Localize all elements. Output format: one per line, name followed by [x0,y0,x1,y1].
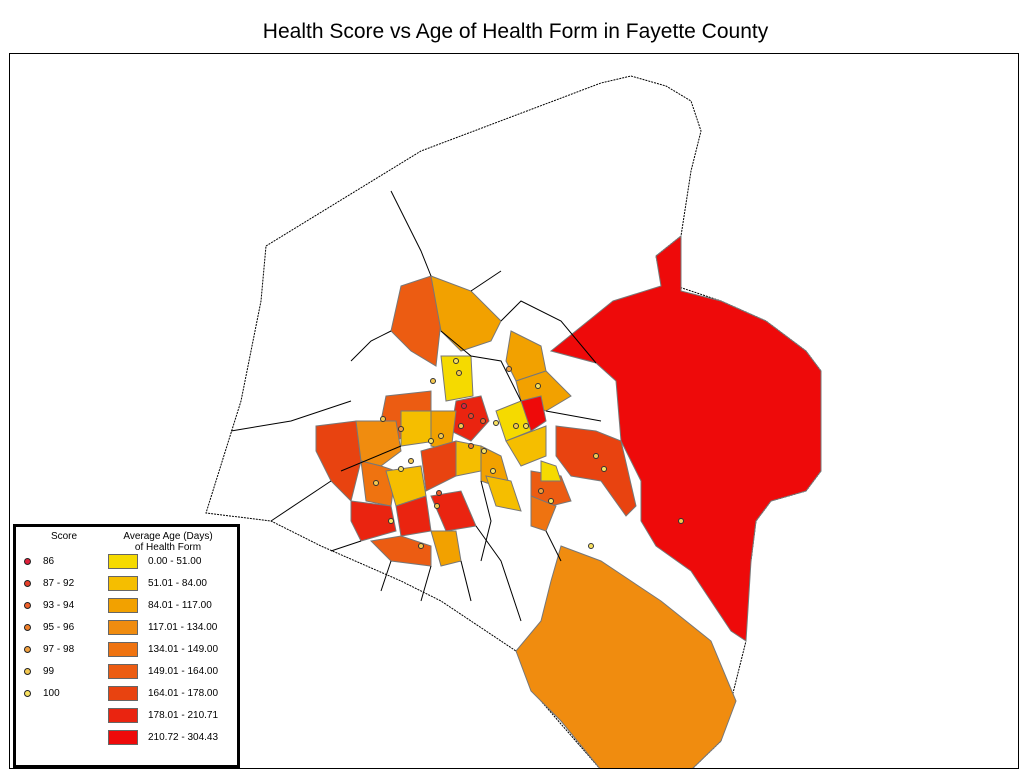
legend-age-item: 149.01 - 164.00 [108,663,218,679]
legend-age-label: 134.01 - 149.00 [148,643,219,655]
legend-age-header-line1: Average Age (Days) [123,531,213,542]
legend-score-item: 100 [22,686,60,700]
legend-age-item: 134.01 - 149.00 [108,641,218,657]
legend-age-item: 164.01 - 178.00 [108,685,218,701]
score-symbol-icon [22,688,33,698]
tract-sw-5 [430,530,462,567]
legend-score-label: 93 - 94 [43,599,75,611]
legend-score-label: 95 - 96 [43,621,75,633]
tract-west-5 [355,420,402,467]
tract-east-1 [555,425,637,517]
legend-score-item: 97 - 98 [22,642,75,656]
legend-age-label: 51.01 - 84.00 [148,577,207,589]
score-symbol-icon [22,578,33,588]
legend-age-label: 149.01 - 164.00 [148,665,219,677]
legend-age-item: 178.01 - 210.71 [108,707,218,723]
legend-score-item: 93 - 94 [22,598,75,612]
county-map [205,75,822,768]
tract-sw-4 [369,535,432,567]
age-swatch [108,707,138,723]
map-title: Health Score vs Age of Health Form in Fa… [262,20,769,43]
score-symbol-icon [22,644,33,654]
legend-age-label: 117.01 - 134.00 [148,621,218,633]
legend-age-item: 210.72 - 304.43 [108,729,218,745]
legend-score-label: 97 - 98 [43,643,75,655]
legend-age-item: 117.01 - 134.00 [108,619,217,635]
tract-south [515,545,737,768]
tract-sw-3 [430,490,477,532]
map-legend: Score Average Age (Days) of Health Form … [13,524,240,768]
road-network [230,190,602,622]
legend-score-item: 86 [22,554,55,568]
legend-score-label: 100 [43,687,60,699]
legend-score-item: 99 [22,664,55,678]
legend-age-label: 210.72 - 304.43 [148,731,219,743]
legend-age-header-line2: of Health Form [134,542,202,553]
legend-score-label: 86 [43,555,55,567]
score-symbol-icon [22,556,33,566]
score-symbol-icon [22,622,33,632]
age-swatch [108,575,138,591]
legend-age-item: 51.01 - 84.00 [108,575,207,591]
tract-center-8 [485,475,522,512]
age-swatch [108,597,138,613]
age-swatch [108,729,138,745]
legend-age-item: 84.01 - 117.00 [108,597,212,613]
legend-score-item: 95 - 96 [22,620,75,634]
age-swatch [108,619,138,635]
tract-se-3 [540,460,562,482]
tract-center-5 [420,440,457,492]
age-swatch [108,663,138,679]
legend-age-item: 0.00 - 51.00 [108,553,201,569]
age-swatch [108,685,138,701]
legend-score-item: 87 - 92 [22,576,75,590]
legend-score-label: 99 [43,665,55,677]
tract-center-4 [505,425,547,467]
legend-score-label: 87 - 92 [43,577,75,589]
tract-east [549,234,822,642]
tract-north-2 [430,275,502,352]
legend-score-header: Score [50,531,78,542]
score-symbol-icon [22,600,33,610]
legend-age-label: 178.01 - 210.71 [148,709,219,721]
tract-west-4 [315,420,362,502]
tract-center-3 [495,400,532,442]
score-points [373,358,684,549]
county-boundary [205,75,822,768]
tract-sw-1 [350,500,397,542]
tract-north-3 [440,355,474,402]
legend-age-label: 84.01 - 117.00 [148,599,212,611]
age-swatch [108,641,138,657]
age-swatch [108,553,138,569]
score-symbol-icon [22,666,33,676]
legend-age-label: 0.00 - 51.00 [148,555,202,567]
legend-age-label: 164.01 - 178.00 [148,687,219,699]
